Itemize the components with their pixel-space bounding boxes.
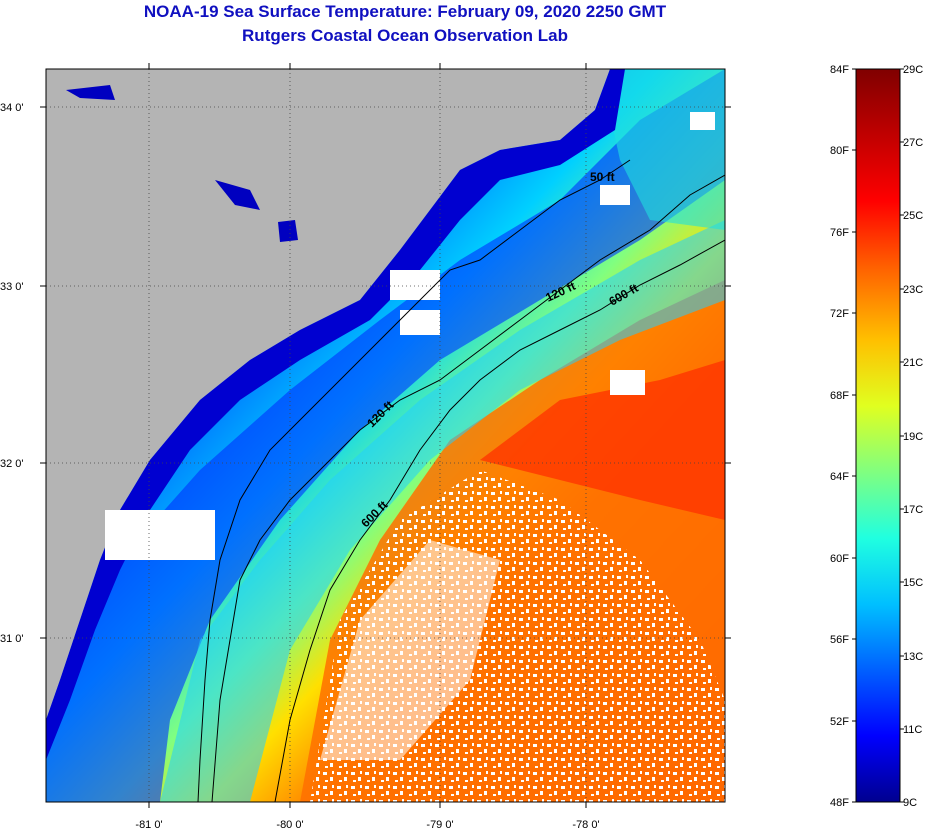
cloud-patch (610, 370, 645, 395)
colorbar-f-label: 72F (830, 308, 849, 320)
tick-marks (40, 63, 731, 808)
inland-lake (66, 85, 115, 100)
colorbar-f-label: 48F (830, 797, 849, 809)
lat-label: 32 0' (0, 458, 24, 470)
warm-core-region (480, 360, 725, 520)
colorbar-c-label: 13C (903, 651, 923, 663)
colorbar-c-label: 29C (903, 64, 923, 76)
colorbar-c-label: 21C (903, 357, 923, 369)
cloud-mass (320, 540, 500, 760)
colorbar-f-label: 76F (830, 227, 849, 239)
colorbar-ticks (852, 68, 904, 803)
cloud-patch (105, 510, 215, 560)
cloud-patch (690, 112, 715, 130)
colorbar-c-label: 19C (903, 431, 923, 443)
colorbar-c-label: 27C (903, 137, 923, 149)
map-title-line1: NOAA-19 Sea Surface Temperature: Februar… (143, 2, 667, 21)
lon-label: -80 0' (276, 819, 303, 831)
lat-label: 33 0' (0, 281, 24, 293)
colorbar-f-label: 52F (830, 716, 849, 728)
colorbar-f-label: 68F (830, 390, 849, 402)
colorbar (855, 68, 901, 803)
cloud-patch (600, 185, 630, 205)
inland-lake (215, 180, 260, 210)
cloud-patch (400, 310, 440, 335)
offshore-cool-patch (600, 69, 725, 230)
colorbar-f-label: 80F (830, 145, 849, 157)
colorbar-c-label: 17C (903, 504, 923, 516)
colorbar-c-label: 23C (903, 284, 923, 296)
lon-label: -81 0' (135, 819, 162, 831)
colorbar-c-label: 15C (903, 577, 923, 589)
colorbar-c-label: 11C (903, 724, 922, 736)
land-mass (46, 69, 610, 720)
lon-label: -78 0' (572, 819, 599, 831)
coastal-cold-band (46, 69, 625, 760)
shelf-water (46, 69, 725, 802)
colorbar-c-label: 9C (903, 797, 917, 809)
lat-label: 31 0' (0, 633, 24, 645)
plot-frame (45, 68, 726, 803)
lon-label: -79 0' (426, 819, 453, 831)
cloud-patch (390, 270, 440, 300)
map-title-line2: Rutgers Coastal Ocean Observation Lab (242, 26, 568, 45)
lat-label: 34 0' (0, 102, 24, 114)
colorbar-f-label: 60F (830, 553, 849, 565)
colorbar-f-label: 56F (830, 634, 849, 646)
colorbar-f-label: 64F (830, 471, 849, 483)
bathymetry-contours (197, 159, 725, 802)
map-plot-area (46, 69, 725, 802)
contour-label: 50 ft (590, 170, 615, 184)
colorbar-f-label: 84F (830, 64, 849, 76)
inland-lake (278, 220, 298, 242)
colorbar-c-label: 25C (903, 210, 923, 222)
